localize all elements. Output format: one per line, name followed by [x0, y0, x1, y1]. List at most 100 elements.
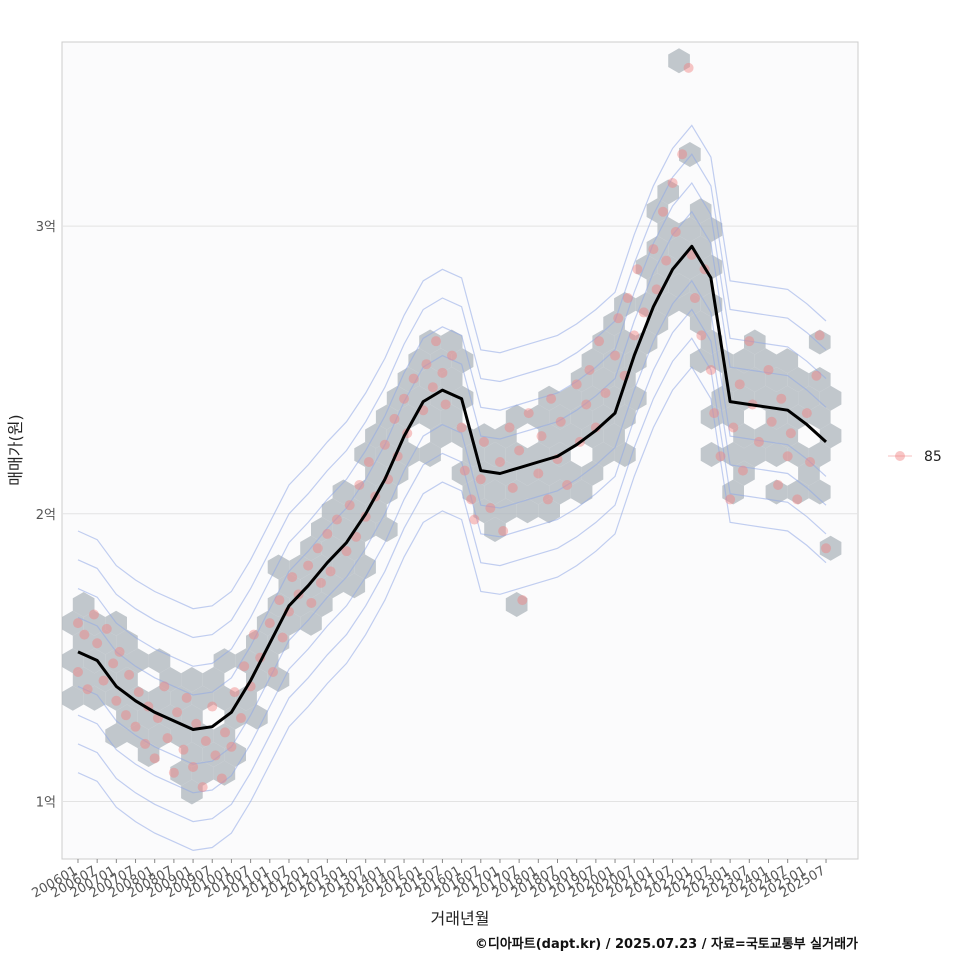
data-point — [72, 618, 83, 629]
hexbin-cell — [127, 723, 149, 749]
data-point — [88, 609, 99, 620]
data-point — [648, 244, 659, 255]
hexbin-cell — [549, 404, 571, 430]
data-point — [216, 773, 227, 784]
data-point — [696, 330, 707, 341]
data-point — [517, 595, 528, 606]
hexbin-cell — [538, 385, 560, 411]
data-point — [344, 500, 355, 511]
hexbin-cell — [246, 704, 268, 730]
hexbin-cell — [213, 760, 236, 786]
legend-label: 85 — [924, 449, 942, 465]
hexbin-cell — [419, 442, 441, 467]
hexbin-cell — [72, 629, 95, 655]
data-point — [331, 514, 342, 525]
x-axis-title: 거래년월 — [431, 909, 490, 928]
hexbin-cell — [321, 535, 344, 561]
data-point — [651, 284, 662, 295]
hexbin-cell — [808, 404, 831, 430]
hexbin-cell — [754, 348, 777, 374]
hexbin-cell — [592, 442, 615, 467]
y-axis-title: 매매가(원) — [6, 414, 25, 485]
data-point — [111, 695, 122, 706]
data-point — [689, 293, 700, 304]
data-point — [801, 408, 812, 419]
hexbin-cell — [722, 479, 744, 505]
x-tick-labels: 2006012006072007012007072008012008072009… — [29, 859, 828, 901]
data-point — [546, 393, 557, 404]
data-point — [594, 336, 605, 347]
hexbin-cell — [267, 667, 290, 692]
hexbin-cell — [776, 423, 799, 449]
data-point — [277, 632, 288, 643]
data-point — [562, 480, 573, 491]
hexbin-cell — [819, 385, 842, 411]
hexbin-cell — [148, 723, 171, 749]
hexbin-cell — [679, 217, 701, 242]
hexbin-cell — [397, 442, 420, 467]
data-point — [239, 661, 250, 672]
contour-line — [77, 279, 827, 765]
data-point — [248, 629, 259, 640]
hexbin-cell — [343, 573, 366, 599]
data-point — [753, 436, 764, 447]
data-point — [792, 494, 803, 505]
data-point — [456, 422, 467, 433]
data-point — [124, 669, 135, 680]
data-point — [705, 364, 716, 375]
data-point — [763, 364, 774, 375]
hexbin-cell — [267, 592, 290, 617]
y-tick-label: 2억 — [36, 508, 56, 523]
hexbin-cell — [213, 723, 236, 749]
data-point — [408, 373, 419, 384]
hexbin-cell — [343, 535, 366, 561]
data-point — [188, 761, 199, 772]
data-point — [600, 387, 611, 398]
hexbin-cell — [148, 648, 171, 674]
hexbin-cell — [62, 685, 84, 711]
data-point — [312, 543, 323, 554]
y-tick-labels: 1억 2억 3억 — [36, 220, 56, 810]
hexbin-cell — [603, 348, 625, 374]
hexbin-cell — [354, 442, 376, 467]
hexbin-cell — [170, 723, 192, 749]
data-point — [325, 566, 336, 577]
contour-line — [77, 337, 827, 823]
hexbin-cell — [657, 179, 679, 205]
hexbin-cell — [278, 573, 301, 599]
hexbin-cell — [397, 404, 420, 430]
data-point — [498, 526, 509, 537]
data-point — [220, 727, 231, 738]
hexbin-cell — [808, 367, 831, 392]
hexbin-cell — [657, 254, 679, 280]
data-point — [555, 416, 566, 427]
hexbin-cell — [473, 498, 495, 524]
hexbin-cell — [94, 667, 117, 692]
hexbin-cell — [440, 367, 463, 392]
hexbin-cell — [603, 310, 625, 336]
hexbin-cell — [235, 648, 257, 674]
data-point — [709, 408, 720, 419]
hexbin-cell — [516, 498, 539, 524]
hexbin-cell — [170, 760, 192, 786]
hexbin-cell — [72, 592, 95, 617]
data-point — [162, 733, 173, 744]
data-point — [197, 782, 208, 793]
hexbin-cell — [94, 629, 117, 655]
data-point — [114, 646, 125, 657]
hexbin-cell — [484, 479, 506, 505]
data-point — [536, 431, 547, 442]
data-point — [210, 750, 221, 761]
hexbin-cell — [191, 760, 214, 786]
hexbin-cell — [689, 273, 712, 299]
hexbin-cell — [538, 498, 560, 524]
hexbin-cell — [386, 460, 409, 486]
data-point — [101, 623, 112, 634]
hexbin-cell — [744, 367, 766, 392]
hexbin-cell — [224, 704, 246, 730]
data-point — [811, 370, 822, 381]
data-point — [814, 330, 825, 341]
hexbin-cell — [538, 460, 560, 486]
hexbin-cell — [289, 554, 311, 580]
data-point — [494, 457, 505, 468]
